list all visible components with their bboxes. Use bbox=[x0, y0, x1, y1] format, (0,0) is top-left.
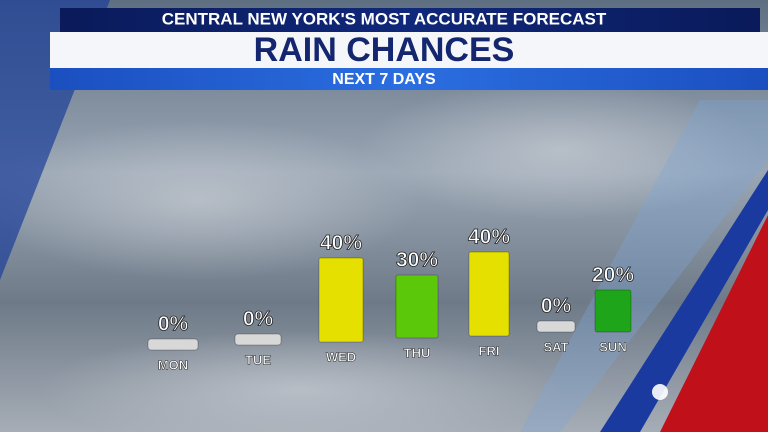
right-stripe bbox=[600, 170, 768, 432]
subtitle-bar bbox=[50, 68, 768, 90]
x-tick-label: THU bbox=[404, 345, 431, 360]
value-label: 30% bbox=[396, 249, 438, 272]
header: CENTRAL NEW YORK'S MOST ACCURATE FORECAS… bbox=[162, 9, 607, 28]
x-tick-label: SUN bbox=[599, 339, 626, 354]
value-label: 40% bbox=[468, 226, 510, 249]
value-label: 0% bbox=[541, 295, 572, 318]
x-tick-label: MON bbox=[158, 357, 188, 372]
title-bar bbox=[50, 32, 768, 70]
value-label: 20% bbox=[592, 264, 634, 287]
flare bbox=[652, 384, 668, 400]
cloud bbox=[0, 120, 420, 280]
chart-title: RAIN CHANCES bbox=[254, 31, 515, 69]
bar bbox=[536, 320, 576, 333]
bar bbox=[594, 289, 632, 333]
bar bbox=[468, 251, 510, 337]
value-label: 40% bbox=[320, 232, 362, 255]
value-label: 0% bbox=[243, 308, 274, 331]
value-label: 0% bbox=[158, 313, 189, 336]
x-tick-label: WED bbox=[326, 349, 356, 364]
x-tick-label: SAT bbox=[543, 339, 568, 354]
bar bbox=[318, 257, 364, 343]
right-stripe bbox=[660, 215, 768, 432]
x-tick-label: FRI bbox=[479, 343, 500, 358]
bar bbox=[234, 333, 282, 346]
cloud bbox=[360, 80, 760, 220]
chart-subtitle: NEXT 7 DAYS bbox=[332, 71, 436, 88]
bar bbox=[147, 338, 199, 351]
bar bbox=[395, 274, 439, 339]
header-bar bbox=[60, 8, 760, 32]
x-tick-label: TUE bbox=[245, 352, 271, 367]
right-stripe bbox=[520, 100, 768, 432]
cloud bbox=[40, 330, 560, 437]
